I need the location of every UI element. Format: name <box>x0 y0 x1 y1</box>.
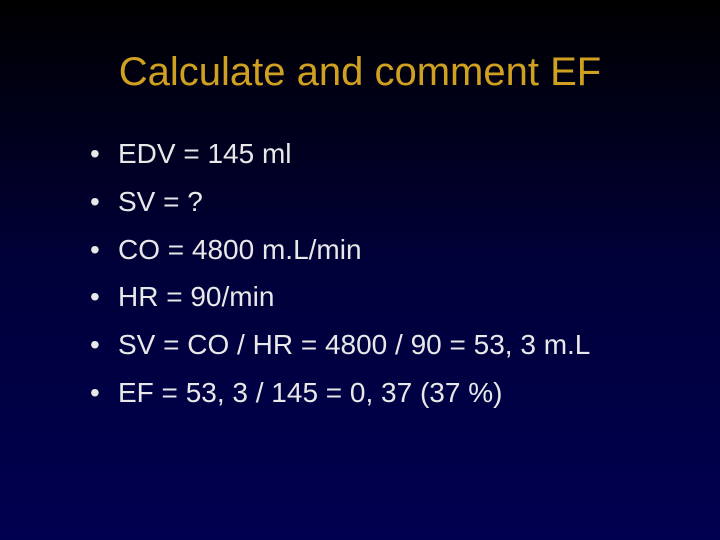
bullet-list: EDV = 145 ml SV = ? CO = 4800 m.L/min HR… <box>60 135 660 412</box>
list-item: EDV = 145 ml <box>90 135 660 173</box>
list-item: SV = ? <box>90 183 660 221</box>
slide: Calculate and comment EF EDV = 145 ml SV… <box>0 0 720 540</box>
list-item: EF = 53, 3 / 145 = 0, 37 (37 %) <box>90 374 660 412</box>
slide-title: Calculate and comment EF <box>60 50 660 95</box>
list-item: HR = 90/min <box>90 278 660 316</box>
list-item: CO = 4800 m.L/min <box>90 231 660 269</box>
list-item: SV = CO / HR = 4800 / 90 = 53, 3 m.L <box>90 326 660 364</box>
